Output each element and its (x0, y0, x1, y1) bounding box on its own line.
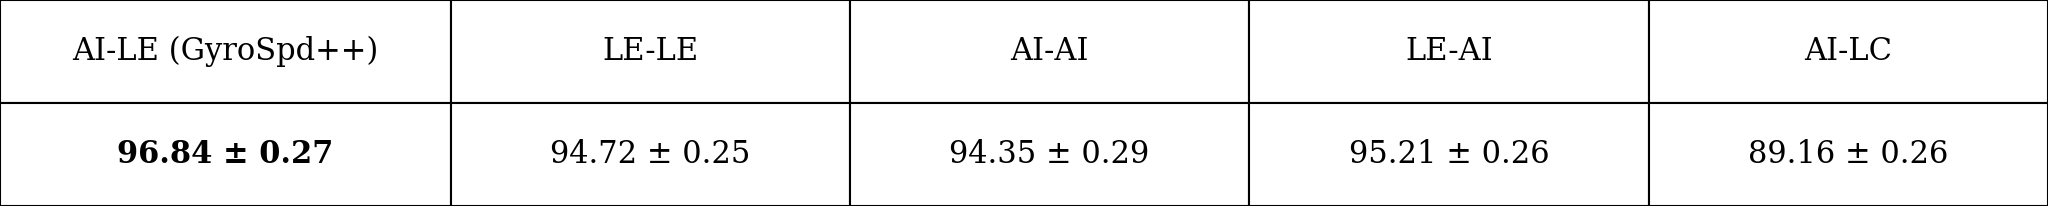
Bar (1249, 103, 1649, 206)
Bar (850, 0, 1249, 103)
Bar (451, 0, 850, 103)
Bar (451, 103, 850, 206)
Bar (1649, 0, 2048, 103)
Text: 95.21 ± 0.26: 95.21 ± 0.26 (1350, 139, 1548, 170)
Text: AI-LC: AI-LC (1804, 36, 1892, 67)
Text: 89.16 ± 0.26: 89.16 ± 0.26 (1749, 139, 1948, 170)
Text: 94.72 ± 0.25: 94.72 ± 0.25 (551, 139, 750, 170)
Text: AI-LE (GyroSpd++): AI-LE (GyroSpd++) (72, 36, 379, 67)
Text: 96.84 ± 0.27: 96.84 ± 0.27 (117, 139, 334, 170)
Text: AI-AI: AI-AI (1010, 36, 1090, 67)
Text: LE-AI: LE-AI (1405, 36, 1493, 67)
Bar (1249, 0, 1649, 103)
Text: 94.35 ± 0.29: 94.35 ± 0.29 (950, 139, 1149, 170)
Bar (0, 103, 451, 206)
Bar (0, 0, 451, 103)
Text: LE-LE: LE-LE (602, 36, 698, 67)
Bar (850, 103, 1249, 206)
Bar (1649, 103, 2048, 206)
